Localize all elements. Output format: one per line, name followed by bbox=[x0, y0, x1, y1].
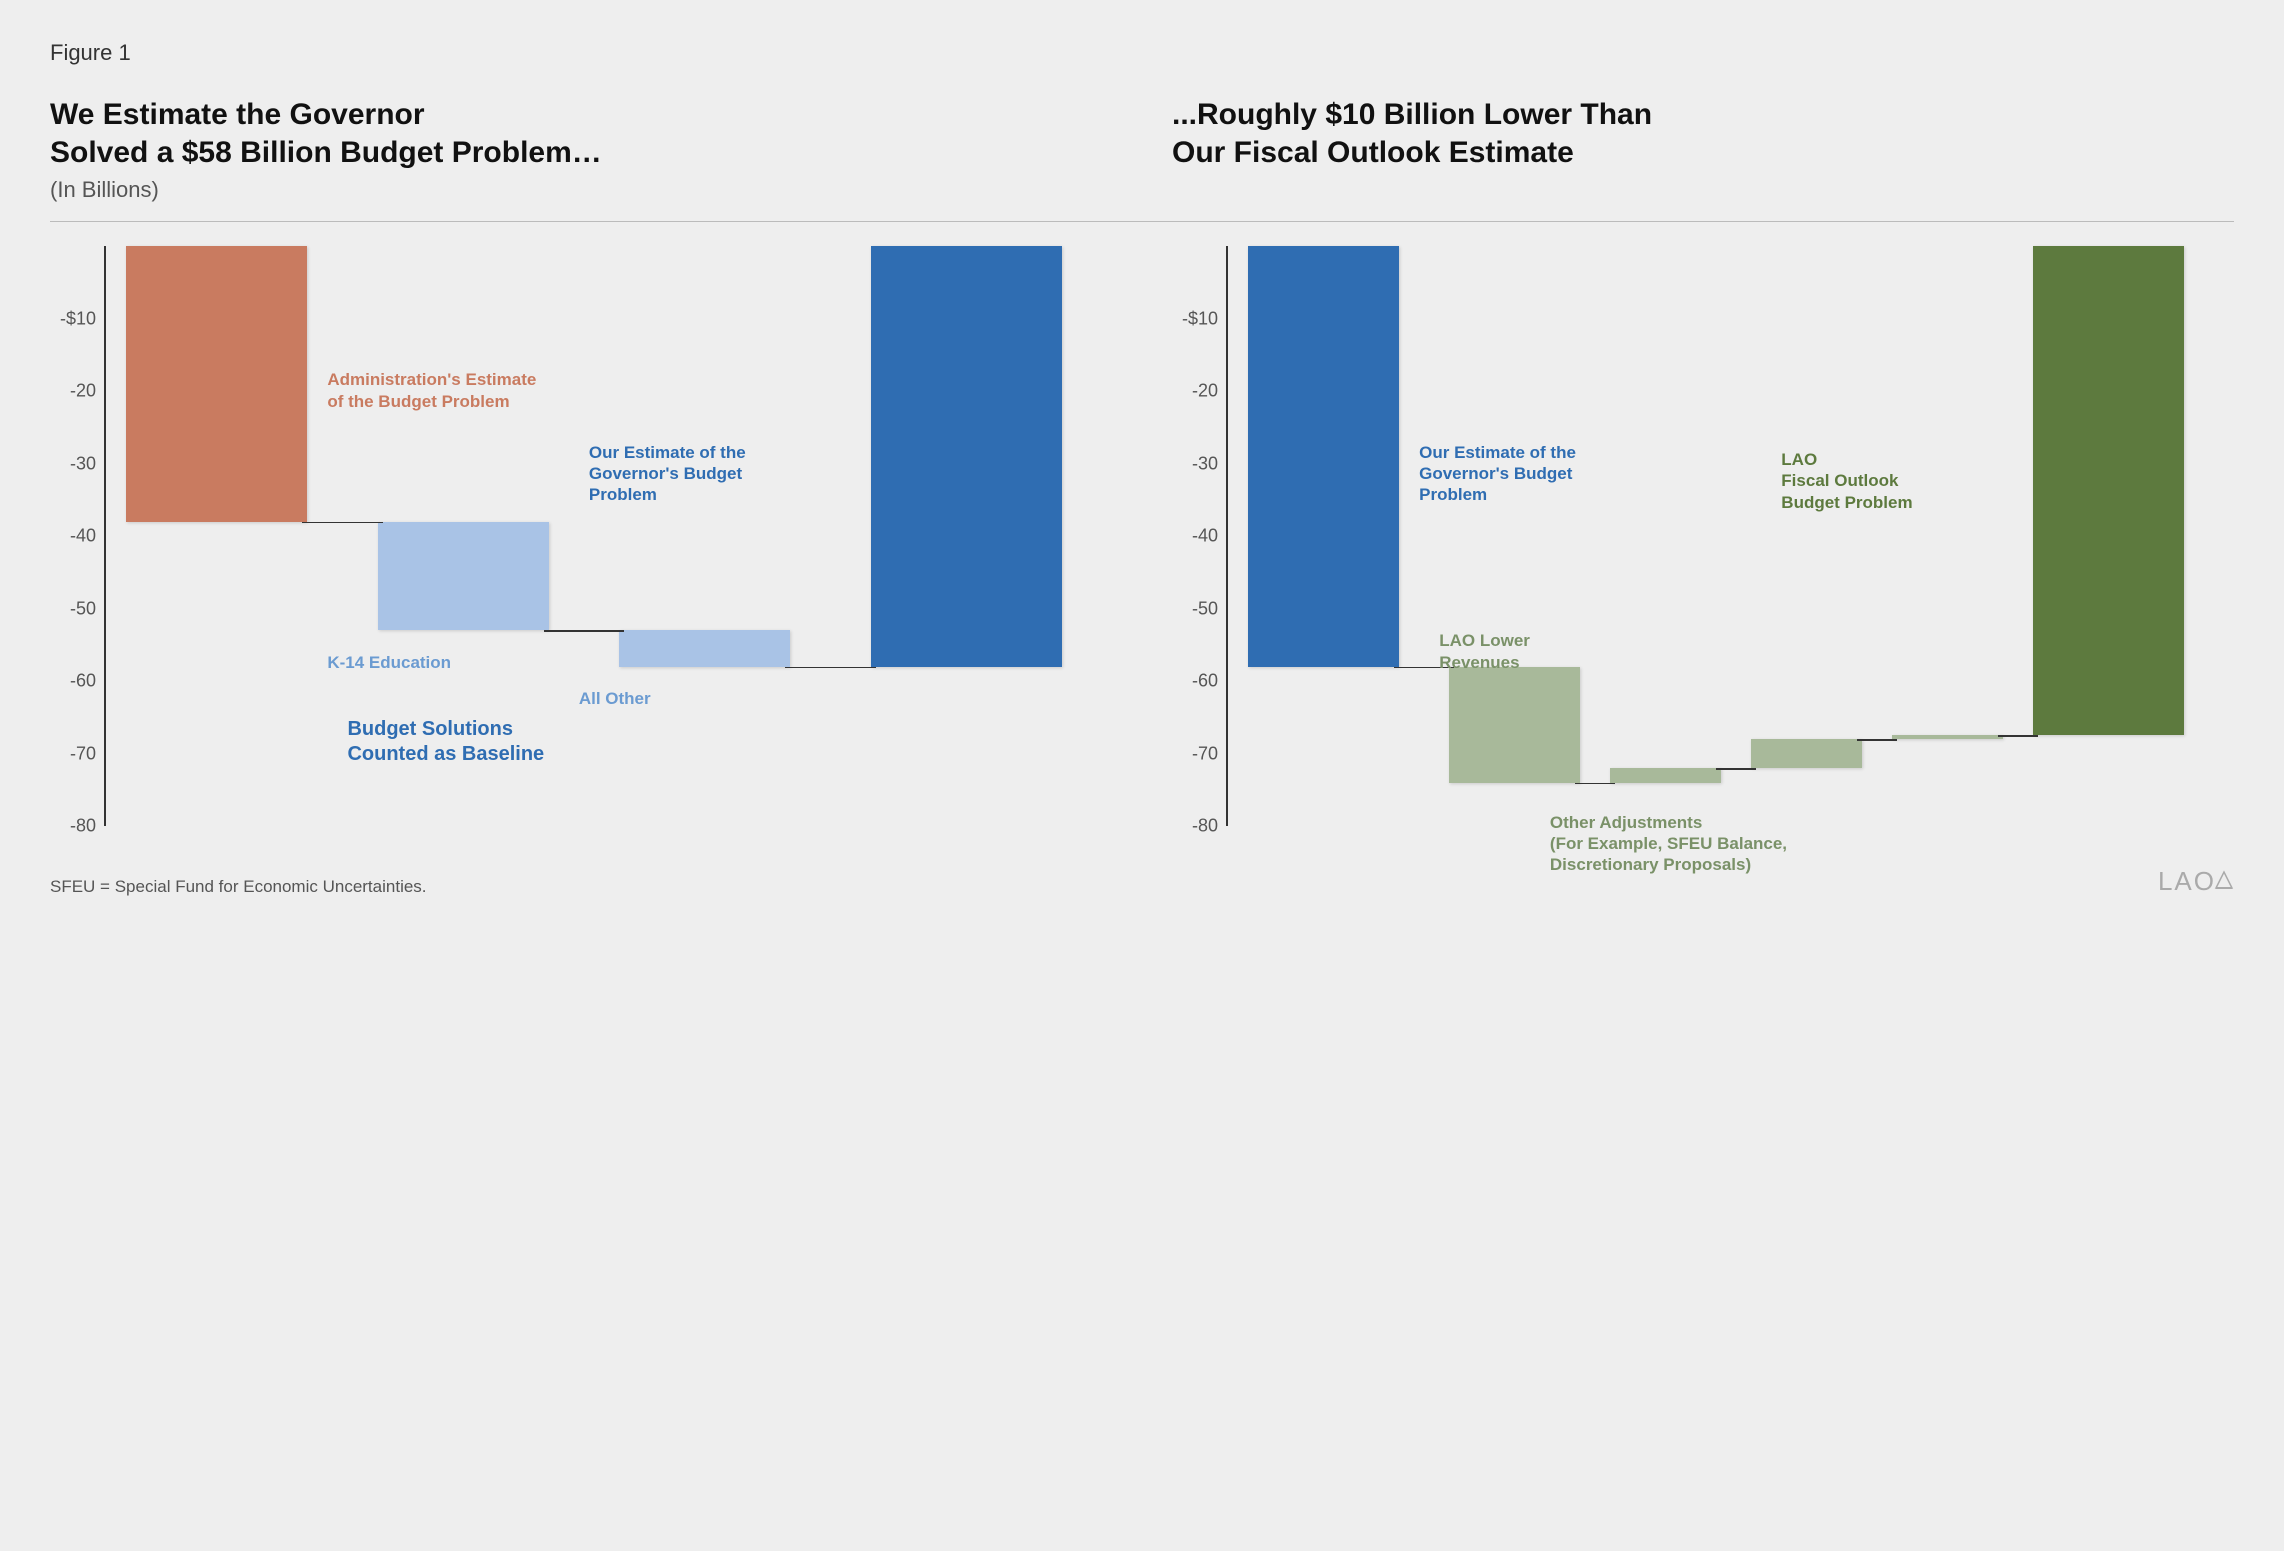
annotation: LAO LowerRevenues bbox=[1439, 630, 1530, 673]
title-right: ...Roughly $10 Billion Lower Than Our Fi… bbox=[1172, 96, 2234, 171]
connector bbox=[1998, 735, 2038, 737]
bar-adj3 bbox=[1892, 735, 2003, 739]
chart-right-col: -$10-20-30-40-50-60-70-80 Our Estimate o… bbox=[1172, 246, 2234, 826]
annotation: LAOFiscal OutlookBudget Problem bbox=[1781, 449, 1912, 513]
connector bbox=[1857, 739, 1897, 741]
annotation: Budget SolutionsCounted as Baseline bbox=[347, 717, 544, 767]
annotation: Our Estimate of theGovernor's BudgetProb… bbox=[589, 442, 746, 506]
title-left-line2: Solved a $58 Billion Budget Problem… bbox=[50, 136, 602, 169]
bar-all-other bbox=[619, 630, 790, 666]
y-tick: -60 bbox=[48, 671, 96, 692]
footer: SFEU = Special Fund for Economic Uncerta… bbox=[50, 866, 2234, 897]
annotation: Other Adjustments(For Example, SFEU Bala… bbox=[1550, 812, 1787, 876]
chart-left: -$10-20-30-40-50-60-70-80 Administration… bbox=[50, 246, 1112, 826]
y-axis-right: -$10-20-30-40-50-60-70-80 bbox=[1172, 246, 1228, 826]
lao-logo: LAO bbox=[2158, 866, 2234, 897]
y-tick: -40 bbox=[1170, 526, 1218, 547]
title-right-col: ...Roughly $10 Billion Lower Than Our Fi… bbox=[1172, 96, 2234, 203]
connector bbox=[1575, 783, 1615, 785]
plot-left: Administration's Estimateof the Budget P… bbox=[106, 246, 1112, 826]
y-tick: -70 bbox=[1170, 743, 1218, 764]
lao-logo-icon bbox=[2214, 868, 2234, 890]
y-tick: -70 bbox=[48, 743, 96, 764]
plot-right: Our Estimate of theGovernor's BudgetProb… bbox=[1228, 246, 2234, 826]
y-tick: -20 bbox=[48, 381, 96, 402]
y-tick: -$10 bbox=[1170, 308, 1218, 329]
y-tick: -60 bbox=[1170, 671, 1218, 692]
title-right-line1: ...Roughly $10 Billion Lower Than bbox=[1172, 98, 1652, 131]
y-tick: -30 bbox=[48, 453, 96, 474]
bar-admin-estimate bbox=[126, 246, 307, 522]
chart-right: -$10-20-30-40-50-60-70-80 Our Estimate o… bbox=[1172, 246, 2234, 826]
chart-left-col: -$10-20-30-40-50-60-70-80 Administration… bbox=[50, 246, 1112, 826]
title-left: We Estimate the Governor Solved a $58 Bi… bbox=[50, 96, 1112, 171]
y-tick: -80 bbox=[1170, 816, 1218, 837]
y-tick: -30 bbox=[1170, 453, 1218, 474]
bar-lao-lower-rev bbox=[1449, 667, 1580, 783]
y-tick: -20 bbox=[1170, 381, 1218, 402]
connector bbox=[785, 667, 876, 669]
title-left-col: We Estimate the Governor Solved a $58 Bi… bbox=[50, 96, 1112, 203]
y-tick: -50 bbox=[1170, 598, 1218, 619]
annotation: All Other bbox=[579, 688, 651, 709]
y-tick: -$10 bbox=[48, 308, 96, 329]
y-axis-left: -$10-20-30-40-50-60-70-80 bbox=[50, 246, 106, 826]
figure-label: Figure 1 bbox=[50, 40, 2234, 66]
y-tick: -40 bbox=[48, 526, 96, 547]
bar-lao-fiscal-outlook bbox=[2033, 246, 2184, 735]
bar-adj1 bbox=[1610, 768, 1721, 783]
connector bbox=[302, 522, 382, 524]
y-tick: -80 bbox=[48, 816, 96, 837]
bar-our-estimate-2 bbox=[1248, 246, 1399, 667]
annotation: Administration's Estimateof the Budget P… bbox=[327, 369, 536, 412]
title-left-line1: We Estimate the Governor bbox=[50, 98, 425, 131]
bar-our-estimate bbox=[871, 246, 1062, 667]
annotation: Our Estimate of theGovernor's BudgetProb… bbox=[1419, 442, 1576, 506]
bar-adj2 bbox=[1751, 739, 1862, 768]
connector bbox=[1716, 768, 1756, 770]
charts-row: -$10-20-30-40-50-60-70-80 Administration… bbox=[50, 246, 2234, 826]
divider bbox=[50, 221, 2234, 222]
lao-logo-text: LAO bbox=[2158, 866, 2216, 897]
bar-k14-education bbox=[378, 522, 549, 631]
footnote: SFEU = Special Fund for Economic Uncerta… bbox=[50, 877, 427, 897]
titles-row: We Estimate the Governor Solved a $58 Bi… bbox=[50, 96, 2234, 203]
title-right-line2: Our Fiscal Outlook Estimate bbox=[1172, 136, 1574, 169]
connector bbox=[544, 630, 624, 632]
y-tick: -50 bbox=[48, 598, 96, 619]
annotation: K-14 Education bbox=[327, 652, 451, 673]
subtitle-left: (In Billions) bbox=[50, 177, 1112, 203]
